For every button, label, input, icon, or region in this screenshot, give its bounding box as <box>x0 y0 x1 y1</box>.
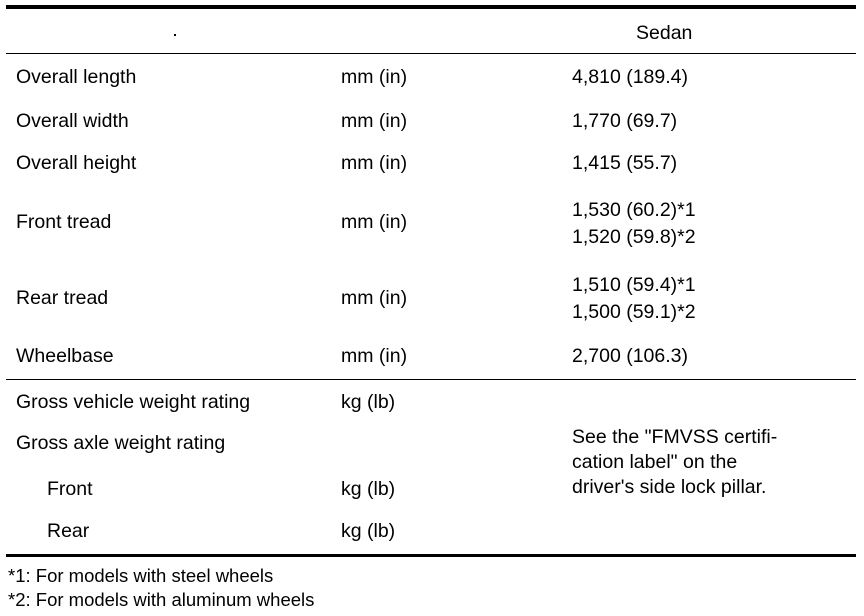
row-label-wheelbase: Wheelbase <box>16 345 114 367</box>
row-unit-wheelbase: mm (in) <box>341 345 408 367</box>
row-unit-front-tread: mm (in) <box>341 211 408 233</box>
row-unit-rear-tread: mm (in) <box>341 287 408 309</box>
header-divider <box>6 53 856 54</box>
row-value-overall-width: 1,770 (69.7) <box>572 110 678 132</box>
row-label-overall-height: Overall height <box>16 152 137 174</box>
row-unit-gawr-front: kg (lb) <box>341 478 396 500</box>
section-divider <box>6 379 856 380</box>
row-unit-gawr-rear: kg (lb) <box>341 520 396 542</box>
scan-speck <box>174 34 176 36</box>
note-line-2: cation label" on the <box>572 451 738 473</box>
row-label-rear-tread: Rear tread <box>16 287 109 309</box>
row-value-front-tread-aluminum: 1,520 (59.8)*2 <box>572 226 696 248</box>
row-unit-overall-length: mm (in) <box>341 66 408 88</box>
note-line-1: See the "FMVSS certifi- <box>572 426 778 448</box>
row-unit-overall-height: mm (in) <box>341 152 408 174</box>
row-value-rear-tread-steel: 1,510 (59.4)*1 <box>572 274 696 296</box>
row-unit-overall-width: mm (in) <box>341 110 408 132</box>
note-line-3: driver's side lock pillar. <box>572 476 767 498</box>
row-value-overall-height: 1,415 (55.7) <box>572 152 678 174</box>
table-top-rule <box>6 5 856 9</box>
column-header-sedan: Sedan <box>636 22 693 44</box>
certification-label-note: See the "FMVSS certifi- cation label" on… <box>572 425 777 500</box>
row-label-gawr-rear: Rear <box>47 520 90 542</box>
row-unit-gvwr: kg (lb) <box>341 391 396 413</box>
footnote-steel-wheels: *1: For models with steel wheels <box>8 565 274 586</box>
row-label-overall-length: Overall length <box>16 66 137 88</box>
footnote-aluminum-wheels: *2: For models with aluminum wheels <box>8 589 315 610</box>
row-value-wheelbase: 2,700 (106.3) <box>572 345 689 367</box>
row-label-gawr: Gross axle weight rating <box>16 432 226 454</box>
row-value-overall-length: 4,810 (189.4) <box>572 66 689 88</box>
table-bottom-rule <box>6 554 856 557</box>
row-label-overall-width: Overall width <box>16 110 129 132</box>
row-value-rear-tread-aluminum: 1,500 (59.1)*2 <box>572 301 696 323</box>
row-label-gvwr: Gross vehicle weight rating <box>16 391 251 413</box>
row-label-front-tread: Front tread <box>16 211 112 233</box>
row-label-gawr-front: Front <box>47 478 93 500</box>
row-value-front-tread-steel: 1,530 (60.2)*1 <box>572 199 696 221</box>
